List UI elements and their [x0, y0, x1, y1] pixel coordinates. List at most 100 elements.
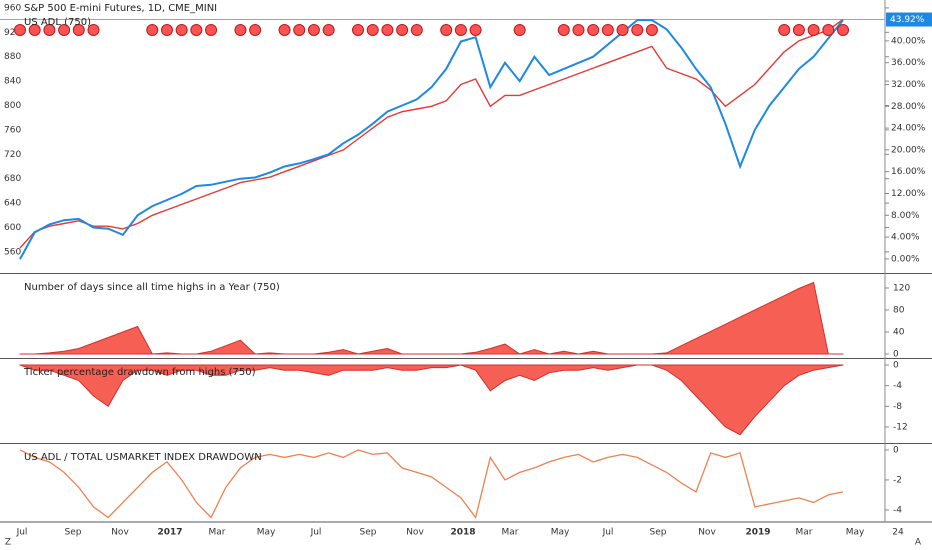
last-value-label: 43.92%: [890, 15, 925, 25]
y-tick-label: 12.00%: [891, 189, 926, 199]
x-tick-label: Sep: [650, 528, 667, 538]
x-tick-label: 2019: [745, 528, 770, 538]
x-tick-label: Sep: [65, 528, 82, 538]
marker-dot: [469, 23, 482, 36]
marker-dot: [352, 23, 365, 36]
y-tick-label: 680: [4, 174, 21, 184]
x-tick-label: Sep: [360, 528, 377, 538]
y-tick-label: 600: [4, 223, 21, 233]
y-tick-label: -2: [893, 475, 902, 485]
marker-dot: [822, 23, 835, 36]
marker-dot: [513, 23, 526, 36]
marker-dot: [410, 23, 423, 36]
x-tick-label: Jul: [602, 528, 614, 538]
marker-dot: [234, 23, 247, 36]
x-tick-label: 2018: [450, 528, 475, 538]
y-tick-label: 24.00%: [891, 124, 926, 134]
pane-title: Ticker percentage drawdown from highs (7…: [23, 367, 256, 378]
marker-dot: [87, 23, 100, 36]
marker-dot: [322, 23, 335, 36]
x-tick-label: May: [846, 528, 865, 538]
y-tick-label: 80: [893, 305, 905, 315]
marker-dot: [837, 23, 849, 36]
x-tick-label: Mar: [796, 528, 813, 538]
marker-dot: [72, 23, 85, 36]
x-tick-label: Mar: [209, 528, 226, 538]
y-tick-label: 760: [4, 125, 21, 135]
corner-button[interactable]: A: [915, 538, 922, 548]
y-tick-label: 0: [893, 361, 899, 371]
marker-dot: [381, 23, 394, 36]
y-tick-label: 720: [4, 150, 21, 160]
series-line: [19, 18, 844, 249]
marker-dot: [58, 23, 71, 36]
y-tick-label: 0: [893, 445, 899, 455]
marker-dot: [778, 23, 791, 36]
marker-dot: [249, 23, 262, 36]
marker-dot: [396, 23, 409, 36]
x-tick-label: Jul: [16, 528, 28, 538]
marker-dot: [807, 23, 820, 36]
y-tick-label: 960: [4, 3, 21, 13]
x-tick-label: Nov: [698, 528, 716, 538]
marker-dot: [454, 23, 467, 36]
marker-dot: [278, 23, 291, 36]
chart-subtitle: US ADL (750): [24, 17, 91, 28]
marker-dot: [293, 23, 306, 36]
marker-dot: [366, 23, 379, 36]
y-tick-label: 800: [4, 101, 21, 111]
y-tick-label: 0.00%: [891, 254, 920, 264]
y-tick-label: 32.00%: [891, 80, 926, 90]
x-tick-label: Nov: [406, 528, 424, 538]
y-tick-label: 640: [4, 199, 21, 209]
marker-dot: [440, 23, 453, 36]
marker-dot: [587, 23, 600, 36]
y-tick-label: 8.00%: [891, 211, 920, 221]
x-tick-label: Nov: [111, 528, 129, 538]
marker-dot: [175, 23, 188, 36]
marker-dot: [160, 23, 173, 36]
y-tick-label: 4.00%: [891, 233, 920, 243]
y-tick-label: 16.00%: [891, 167, 926, 177]
y-tick-label: 560: [4, 247, 21, 257]
marker-dot: [146, 23, 159, 36]
x-tick-label: May: [257, 528, 276, 538]
pane-title: US ADL / TOTAL USMARKET INDEX DRAWDOWN: [24, 452, 262, 463]
y-tick-label: -12: [893, 422, 908, 432]
marker-dot: [601, 23, 614, 36]
y-tick-label: 920: [4, 28, 21, 38]
marker-dot: [14, 23, 26, 36]
marker-dot: [631, 23, 644, 36]
x-tick-label: Mar: [502, 528, 519, 538]
area: [19, 364, 844, 436]
y-tick-label: 120: [893, 283, 910, 293]
y-tick-label: 36.00%: [891, 58, 926, 68]
x-tick-label: May: [551, 528, 570, 538]
y-tick-label: 840: [4, 77, 21, 87]
marker-dot: [572, 23, 585, 36]
y-tick-label: 0: [893, 349, 899, 359]
marker-dot: [307, 23, 320, 36]
marker-dot: [616, 23, 629, 36]
marker-dot: [557, 23, 570, 36]
y-tick-label: 40.00%: [891, 36, 926, 46]
y-tick-label: 20.00%: [891, 145, 926, 155]
series-line: [19, 19, 844, 260]
series-line: [19, 449, 844, 519]
y-tick-label: -4: [893, 505, 902, 515]
x-tick-label: 24: [892, 528, 904, 538]
area: [19, 281, 844, 355]
marker-dot: [28, 23, 41, 36]
marker-dot: [190, 23, 203, 36]
y-tick-label: 28.00%: [891, 102, 926, 112]
y-tick-label: -8: [893, 402, 902, 412]
y-tick-label: -4: [893, 381, 902, 391]
marker-dot: [792, 23, 805, 36]
marker-dot: [43, 23, 56, 36]
corner-button[interactable]: Z: [5, 538, 11, 548]
marker-dot: [205, 23, 218, 36]
y-tick-label: 880: [4, 52, 21, 62]
y-tick-label: 40: [893, 327, 905, 337]
